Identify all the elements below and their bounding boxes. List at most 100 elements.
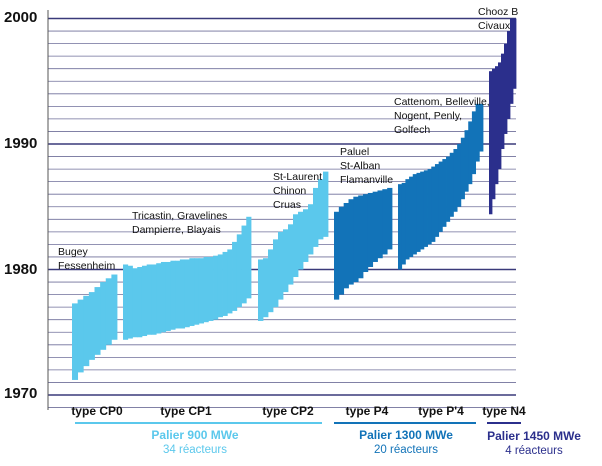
annotation-cp0-line1: Bugey <box>58 246 89 258</box>
reactor-bar-2-1 <box>263 258 269 318</box>
reactor-bar-1-4 <box>141 265 148 337</box>
annotation-n4-line1: Chooz B <box>478 6 518 18</box>
annotation-p4prime-line2: Nogent, Penly, <box>394 110 462 122</box>
group-subtitle-1450: 4 réacteurs <box>505 445 563 457</box>
reactor-bar-5-7 <box>510 18 514 104</box>
reactor-bar-4-13 <box>446 156 451 222</box>
y-tick-label-1970: 1970 <box>4 385 37 402</box>
reactor-bar-1-22 <box>227 249 233 314</box>
reactor-bar-3-1 <box>338 206 345 295</box>
reactor-bar-0-0 <box>72 303 79 380</box>
reactor-bar-1-1 <box>127 265 133 339</box>
reactor-bar-0-3 <box>88 292 95 360</box>
group-labels: Palier 900 MWe 34 réacteurs Palier 1300 … <box>151 428 581 457</box>
reactor-bar-2-2 <box>268 249 274 313</box>
reactor-bar-0-2 <box>83 295 90 367</box>
annotation-n4-line2: Civaux <box>478 20 511 32</box>
reactor-bar-4-12 <box>442 159 447 227</box>
reactor-bar-3-8 <box>372 191 378 262</box>
reactor-bar-2-0 <box>258 259 264 321</box>
reactor-bar-5-3 <box>498 62 502 170</box>
group-subtitle-900: 34 réacteurs <box>163 444 227 456</box>
reactor-bar-2-12 <box>318 179 324 240</box>
reactor-bar-3-2 <box>343 202 349 289</box>
reactor-bar-0-5 <box>100 282 107 350</box>
reactor-bar-0-7 <box>111 274 118 340</box>
annotation-p4-line2: St-Alban <box>340 160 380 172</box>
reactor-bar-4-8 <box>427 169 432 245</box>
reactor-bar-1-25 <box>241 225 247 304</box>
category-label-p4: type P4 <box>346 404 389 418</box>
category-label-cp0: type CP0 <box>71 404 123 418</box>
reactor-bar-4-21 <box>475 103 480 162</box>
y-tick-label-1990: 1990 <box>4 135 37 152</box>
group-title-1300: Palier 1300 MWe <box>359 428 453 442</box>
reactor-bar-4-17 <box>460 137 465 200</box>
category-label-cp2: type CP2 <box>262 404 314 418</box>
reactor-bar-4-6 <box>420 171 425 250</box>
reactor-bar-2-7 <box>293 214 299 278</box>
reactor-bar-1-16 <box>198 258 204 324</box>
reactor-bar-1-19 <box>213 255 219 320</box>
reactor-bar-1-18 <box>208 256 214 321</box>
group-title-1450: Palier 1450 MWe <box>487 429 581 443</box>
reactor-bar-3-6 <box>363 194 369 273</box>
group-subtitle-1300: 20 réacteurs <box>374 444 438 456</box>
reactor-bar-1-6 <box>151 264 157 335</box>
reactor-bar-3-7 <box>367 192 374 267</box>
group-title-900: Palier 900 MWe <box>151 428 238 442</box>
reactor-bar-1-0 <box>123 264 129 340</box>
reactor-bar-1-15 <box>194 258 200 325</box>
reactor-bar-4-10 <box>434 164 440 237</box>
annotations: Bugey Fessenheim Tricastin, Gravelines D… <box>58 6 518 272</box>
reactor-bar-1-20 <box>217 254 223 318</box>
annotation-p4-line3: Flamanville <box>340 174 393 186</box>
reactor-bar-1-3 <box>137 266 143 338</box>
reactor-bar-1-26 <box>246 216 252 299</box>
annotation-cp1-line2: Dampierre, Blayais <box>132 224 221 236</box>
reactor-bar-2-4 <box>278 231 284 300</box>
reactor-bar-4-22 <box>479 103 484 152</box>
reactor-bar-4-7 <box>423 170 428 247</box>
reactor-bar-5-1 <box>492 68 496 200</box>
reactor-bar-4-9 <box>431 166 436 242</box>
reactor-bar-5-8 <box>513 18 517 89</box>
reactor-bar-4-3 <box>409 176 414 257</box>
y-tick-label-2000: 2000 <box>4 9 37 26</box>
reactor-bar-3-5 <box>358 195 364 279</box>
reactor-bar-5-5 <box>504 43 508 134</box>
annotation-cp2-line1: St-Laurent <box>273 171 322 183</box>
reactor-bar-0-6 <box>105 278 112 345</box>
reactor-bar-2-5 <box>283 229 289 293</box>
reactor-bar-2-3 <box>273 239 279 308</box>
reactor-bar-3-0 <box>334 211 340 300</box>
reactor-bar-2-6 <box>288 224 294 285</box>
bars-layer <box>72 18 517 380</box>
category-label-p4prime: type P'4 <box>418 404 464 418</box>
reactor-bar-1-9 <box>165 261 171 331</box>
reactor-bar-2-8 <box>298 211 304 270</box>
reactor-bar-4-16 <box>457 144 462 207</box>
reactor-bar-2-9 <box>303 209 309 262</box>
reactor-bar-4-4 <box>412 174 417 255</box>
reactor-bar-0-1 <box>77 299 84 373</box>
reactor-bar-4-0 <box>398 184 403 270</box>
reactor-bar-3-10 <box>382 189 388 255</box>
reactor-bar-3-11 <box>387 187 393 250</box>
reactor-bar-3-4 <box>353 196 359 283</box>
reactor-bar-2-11 <box>313 187 319 247</box>
category-label-cp1: type CP1 <box>160 404 212 418</box>
reactor-bar-4-1 <box>401 182 406 265</box>
category-labels: type CP0 type CP1 type CP2 type P4 type … <box>71 404 526 418</box>
annotation-cp1-line1: Tricastin, Gravelines <box>132 210 227 222</box>
reactor-bar-5-0 <box>489 71 493 215</box>
reactor-bar-1-23 <box>232 241 238 311</box>
reactor-bar-1-12 <box>179 259 186 329</box>
reactor-bar-4-11 <box>438 161 443 232</box>
reactor-bar-1-11 <box>175 260 181 329</box>
reactor-bar-1-13 <box>184 259 190 328</box>
reactor-bar-4-19 <box>468 121 473 185</box>
category-label-n4: type N4 <box>482 404 526 418</box>
y-axis-labels: 2000 1990 1980 1970 <box>4 9 37 402</box>
